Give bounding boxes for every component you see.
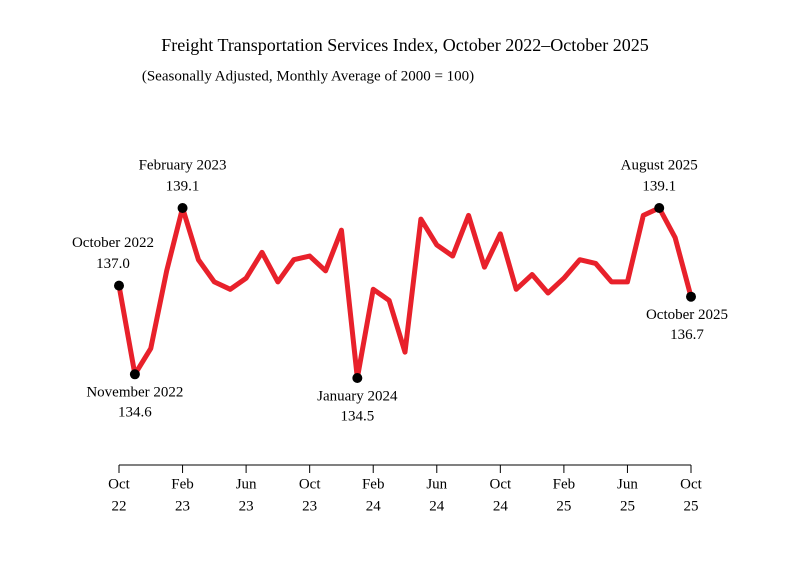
x-tick-label: 23 xyxy=(175,498,190,514)
point-label: February 2023 xyxy=(139,157,227,173)
value-label: 139.1 xyxy=(166,178,200,194)
x-tick-label: Jun xyxy=(236,476,257,492)
chart-subtitle: (Seasonally Adjusted, Monthly Average of… xyxy=(142,68,474,84)
highlight-point xyxy=(129,369,140,380)
value-label: 134.6 xyxy=(118,405,152,421)
highlight-point xyxy=(686,291,696,302)
x-tick-label: Feb xyxy=(362,476,385,492)
point-label: October 2025 xyxy=(646,307,728,323)
x-tick-label: 25 xyxy=(620,498,635,514)
x-tick-label: Oct xyxy=(108,476,130,492)
point-label: January 2024 xyxy=(317,388,398,404)
highlight-point xyxy=(114,280,124,291)
chart-title: Freight Transportation Services Index, O… xyxy=(161,35,648,55)
x-tick-label: 23 xyxy=(302,498,317,514)
value-label: 134.5 xyxy=(340,408,374,424)
x-tick-label: 25 xyxy=(684,498,699,514)
x-tick-label: Oct xyxy=(489,476,511,492)
highlight-point xyxy=(654,203,665,213)
x-tick-label: 24 xyxy=(493,498,509,514)
x-tick-label: Feb xyxy=(553,476,576,492)
value-label: 139.1 xyxy=(642,178,676,194)
x-tick-label: 24 xyxy=(429,498,445,514)
x-tick-label: Oct xyxy=(299,476,321,492)
x-tick-label: 22 xyxy=(112,498,127,514)
x-tick-label: Oct xyxy=(680,476,702,492)
x-tick-label: Feb xyxy=(171,476,194,492)
x-tick-label: 24 xyxy=(366,498,382,514)
point-label: November 2022 xyxy=(86,385,183,401)
data-line xyxy=(116,205,694,381)
x-tick-label: 23 xyxy=(239,498,254,514)
value-label: 136.7 xyxy=(670,327,704,343)
x-tick-label: Jun xyxy=(426,476,447,492)
value-label: 137.0 xyxy=(96,256,130,272)
highlight-point xyxy=(177,203,188,213)
highlight-point xyxy=(352,373,363,383)
point-label: August 2025 xyxy=(621,157,698,173)
point-label: October 2022 xyxy=(72,235,154,251)
x-tick-label: Jun xyxy=(617,476,638,492)
x-tick-label: 25 xyxy=(556,498,571,514)
